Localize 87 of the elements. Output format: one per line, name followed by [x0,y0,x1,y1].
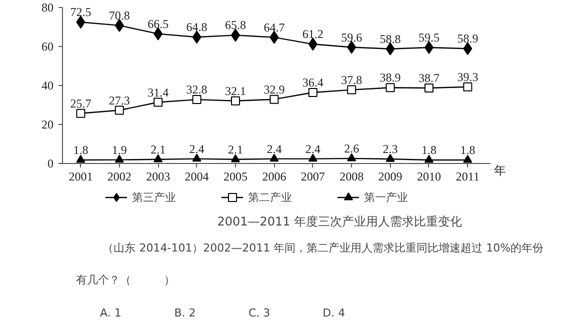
point [424,84,434,93]
x-tick-label: 2011 [456,170,480,184]
point [308,88,318,98]
text: 2001—2011 年度三次产业用人需求比重变化 [217,214,462,228]
data-label: 2.4 [189,142,204,156]
text: （山东 2014-101）2002—2011 年间，第二产业用人需求比重同比增速超过 10%的年份 [102,242,544,254]
text: D. 4 [322,306,346,320]
x-tick-label: 2007 [300,170,325,184]
data-label: 70.8 [108,8,130,22]
data-label: 2.1 [150,142,166,156]
point [76,154,86,163]
data-label: 25.7 [70,96,92,110]
data-label: 1.8 [460,142,476,157]
text: B. 2 [174,306,196,320]
data-label: 58.8 [380,32,401,46]
data-label: 2.1 [228,142,243,156]
point [154,154,163,162]
point [386,83,395,92]
data-label: 38.9 [380,70,401,85]
x-tick-label: 2008 [340,170,364,184]
y-tick-label: 0 [48,156,54,170]
data-label: 59.5 [418,30,440,44]
data-label: 2.6 [344,141,360,156]
legend-label: 第一产业 [364,190,408,204]
x-tick-label: 2009 [378,170,402,184]
point [424,154,434,163]
point [463,154,472,163]
data-label: 2.3 [382,142,398,156]
y-tick-label: 80 [42,0,54,14]
data-label: 2.4 [305,142,320,156]
y-tick-label: 20 [42,118,54,132]
point [308,154,318,162]
x-tick-label: 2010 [416,170,441,184]
x-tick-label: 2006 [262,170,286,184]
point [270,154,279,162]
text: 有几个？（ ） [76,274,175,286]
data-label: 36.4 [302,76,324,90]
point [463,82,472,92]
point [154,98,163,107]
point [192,30,202,44]
point [347,85,356,94]
text: C. 3 [248,306,270,320]
legend-label: 第三产业 [132,190,176,204]
point [76,108,86,118]
data-label: 72.5 [70,5,92,20]
point [386,154,395,162]
point [308,38,318,51]
data-label: 61.2 [302,27,324,42]
x-axis-title: 年 [494,164,506,178]
point [114,106,124,115]
data-label: 32.1 [224,84,246,98]
legend-label: 第二产业 [248,190,292,204]
point [270,94,279,104]
data-label: 58.9 [457,32,478,46]
x-tick-label: 2004 [184,170,209,184]
x-tick-label: 2001 [68,170,93,184]
data-label: 38.7 [418,71,440,86]
point [192,154,202,162]
y-tick-label: 40 [42,78,54,92]
data-label: 37.8 [341,72,362,87]
point [114,154,124,163]
x-tick-label: 2005 [223,170,248,184]
point [76,16,86,29]
data-label: 32.9 [264,82,285,96]
x-tick-label: 2003 [146,170,170,184]
data-label: 1.8 [73,142,88,157]
point [230,28,240,42]
point [192,95,202,104]
data-label: 39.3 [457,70,478,84]
point [463,42,472,56]
point [230,96,240,106]
text: A. 1 [100,306,122,320]
data-label: 65.8 [224,18,246,32]
data-label: 1.9 [112,142,127,157]
data-label: 31.4 [148,85,169,100]
data-label: 66.5 [148,16,169,31]
data-label: 1.8 [421,142,436,157]
data-label: 32.8 [186,82,208,97]
data-label: 64.7 [264,20,285,34]
data-label: 27.3 [108,93,130,108]
point [347,153,356,162]
data-label: 59.6 [341,30,362,44]
data-label: 2.4 [266,142,282,156]
point [230,154,240,162]
y-tick-label: 60 [42,40,54,54]
x-tick-label: 2002 [107,170,132,184]
data-label: 64.8 [186,20,208,34]
